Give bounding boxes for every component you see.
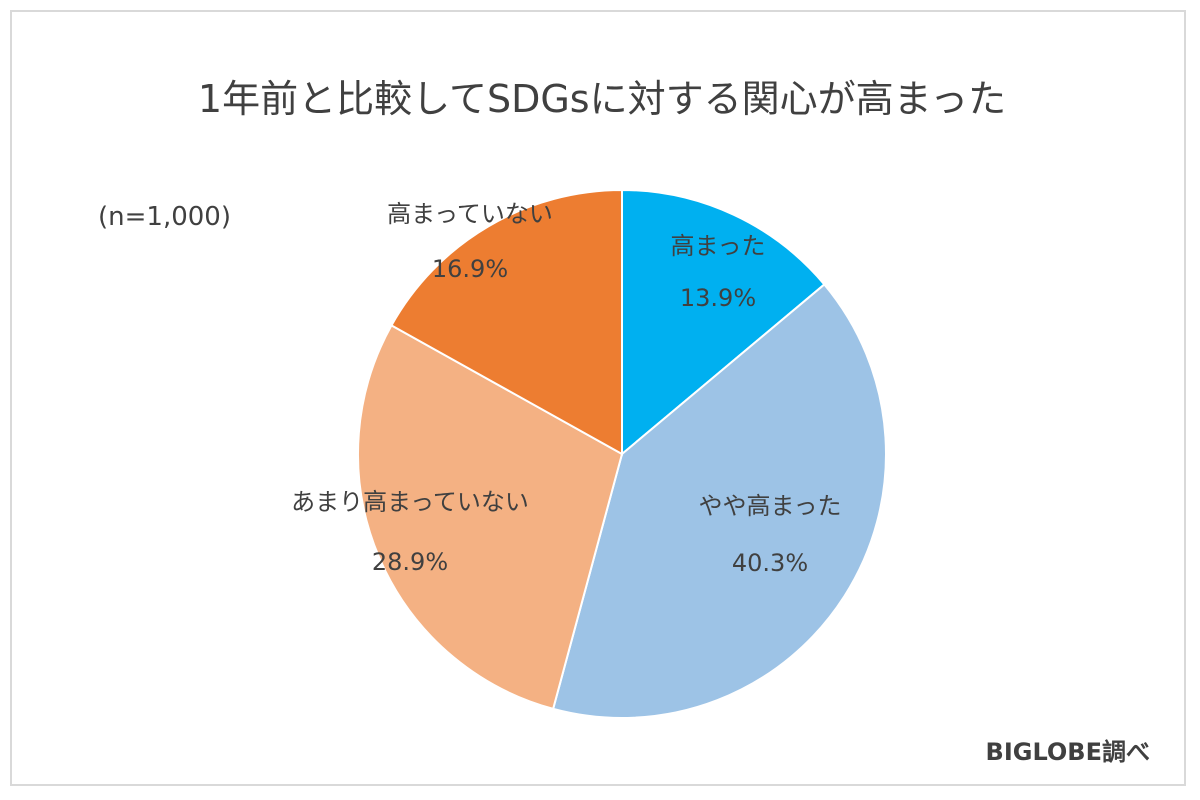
slice-name-label-4: 高まっていない xyxy=(387,200,553,228)
pie-slice-4 xyxy=(390,188,623,456)
slice-name-label-2: やや高まった xyxy=(698,492,841,520)
slice-value-label-4: 16.9% xyxy=(432,255,508,283)
source-label: BIGLOBE調べ xyxy=(986,738,1150,766)
slice-name-label-3: あまり高まっていない xyxy=(291,488,529,516)
slice-value-label-3: 28.9% xyxy=(372,548,448,576)
pie-slice-3 xyxy=(357,324,624,711)
slice-value-label-2: 40.3% xyxy=(732,549,808,577)
pie-slices xyxy=(357,188,887,719)
slice-name-label-1: 高まった xyxy=(670,232,765,260)
pie-slice-2 xyxy=(551,283,887,719)
pie-slice-1 xyxy=(621,188,826,457)
chart-title: 1年前と比較してSDGsに対する関心が高まった xyxy=(198,77,1006,121)
sample-size-note: (n=1,000) xyxy=(98,202,231,232)
slice-value-label-1: 13.9% xyxy=(680,284,756,312)
pie-labels: 高まった 13.9% やや高まった 40.3% あまり高まっていない 28.9% 高まってい… xyxy=(291,200,841,577)
